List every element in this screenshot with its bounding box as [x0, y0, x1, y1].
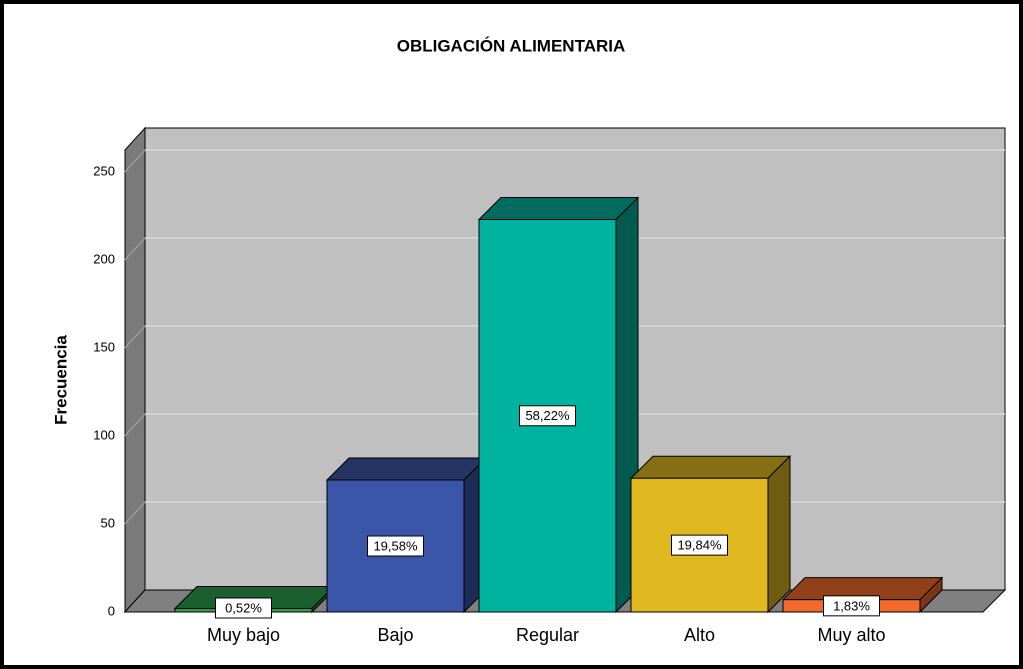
bar-side: [767, 455, 791, 614]
y-axis-label: Frecuencia: [51, 335, 70, 425]
data-label: 19,58%: [373, 538, 418, 553]
data-label: 19,84%: [677, 538, 722, 553]
grid-line: [124, 501, 146, 525]
bars: 0,52% 19,58% 58,22% 19,84% 1,83%: [173, 196, 944, 619]
y-tick-label: 50: [101, 515, 115, 530]
bar-top: [629, 455, 792, 479]
grid-line: [124, 413, 146, 437]
x-tick-label: Muy bajo: [207, 625, 280, 645]
y-tick-label: 200: [93, 251, 115, 266]
grid-line: [124, 149, 146, 173]
y-tick-label: 150: [93, 339, 115, 354]
y-tick-label: 250: [93, 163, 115, 178]
data-label-box: [519, 405, 576, 427]
data-label: 0,52%: [225, 600, 262, 615]
data-label-box: [215, 597, 272, 619]
x-tick-label: Bajo: [377, 625, 413, 645]
data-label: 1,83%: [833, 598, 870, 613]
data-label-box: [671, 534, 728, 556]
chart-title: OBLIGACIÓN ALIMENTARIA: [397, 36, 626, 55]
y-tick-label: 0: [108, 603, 115, 618]
bar-top: [325, 457, 488, 481]
y-tick-label: 100: [93, 427, 115, 442]
x-tick-label: Alto: [684, 625, 715, 645]
x-tick-label: Muy alto: [817, 625, 885, 645]
data-label-box: [823, 595, 880, 617]
data-label-box: [367, 535, 424, 557]
grid-line: [124, 237, 146, 261]
bar-top: [477, 197, 640, 221]
grid-line: [124, 325, 146, 349]
data-label: 58,22%: [525, 408, 570, 423]
x-tick-label: Regular: [516, 625, 579, 645]
left-wall: [124, 126, 146, 614]
